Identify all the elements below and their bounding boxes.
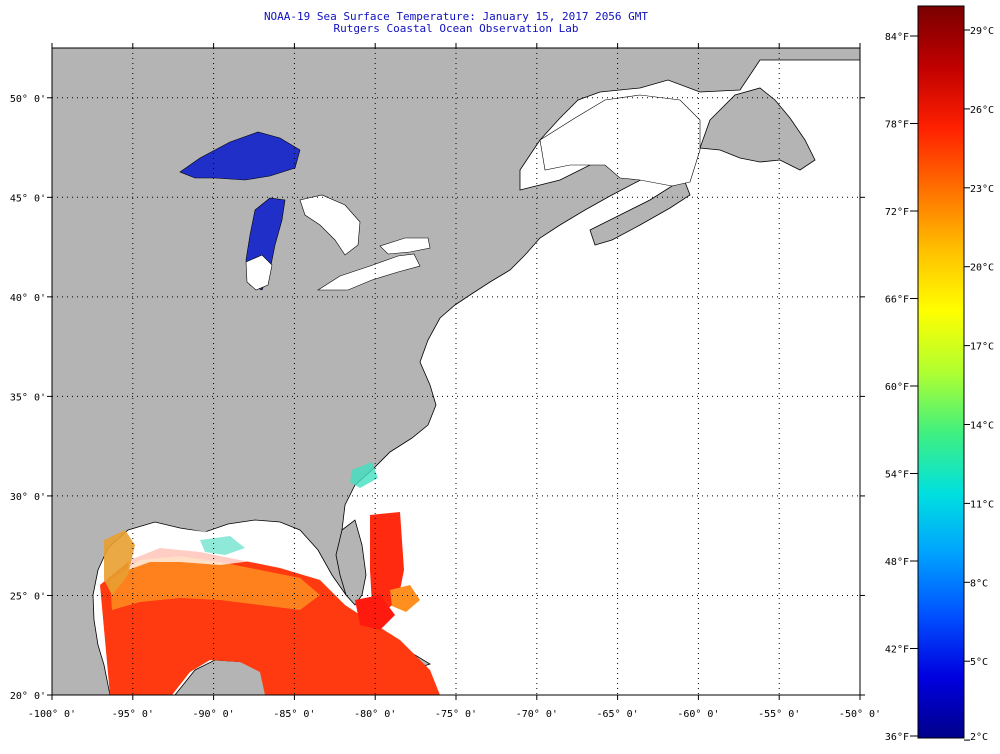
lake-superior	[179, 131, 301, 181]
sst-gulf-north-warm	[110, 556, 320, 610]
lon-tick-label: -85° 0'	[273, 709, 315, 720]
colorbar-f-label: 72°F	[885, 207, 909, 218]
lat-tick-label: 20° 0'	[10, 691, 46, 702]
colorbar-c-label: 14°C	[970, 421, 994, 432]
lon-tick-label: -75° 0'	[435, 709, 477, 720]
sst-carolina-coast	[350, 462, 378, 488]
colorbar-f-label: 60°F	[885, 382, 909, 393]
map-subtitle: Rutgers Coastal Ocean Observation Lab	[333, 22, 579, 35]
lake-huron	[299, 194, 361, 256]
lon-tick-label: -55° 0'	[758, 709, 800, 720]
colorbar-f-label: 78°F	[885, 120, 909, 131]
lon-tick-label: -100° 0'	[28, 709, 76, 720]
lat-tick-label: 30° 0'	[10, 492, 46, 503]
lon-tick-label: -60° 0'	[677, 709, 719, 720]
colorbar-fahrenheit-labels: 84°F 78°F 72°F 66°F 60°F 54°F 48°F 42°F 36°F	[885, 32, 918, 743]
lon-tick-label: -95° 0'	[112, 709, 154, 720]
lon-tick-label: -65° 0'	[597, 709, 639, 720]
lake-erie-ontario	[316, 253, 421, 291]
map-panel	[52, 48, 860, 695]
colorbar-c-label: 23°C	[970, 184, 994, 195]
lon-tick-label: -80° 0'	[354, 709, 396, 720]
colorbar-c-label: 5°C	[970, 657, 988, 668]
gulf-st-lawrence	[539, 94, 701, 187]
colorbar-f-label: 54°F	[885, 470, 909, 481]
lat-tick-label: 50° 0'	[10, 94, 46, 105]
lat-tick-label: 40° 0'	[10, 293, 46, 304]
colorbar-f-label: 48°F	[885, 557, 909, 568]
colorbar-c-label: 26°C	[970, 105, 994, 116]
lon-tick-label: -70° 0'	[516, 709, 558, 720]
latitude-axis: 20° 0' 25° 0' 30° 0' 35° 0' 40° 0' 45° 0' 50° …	[10, 94, 865, 702]
lat-tick-label: 35° 0'	[10, 392, 46, 403]
colorbar-f-label: 84°F	[885, 32, 909, 43]
land-mass	[52, 48, 860, 695]
colorbar-celsius-labels: 29°C 26°C 23°C 20°C 17°C 14°C 11°C 8°C 5°C 2°C	[964, 26, 994, 743]
colorbar-f-label: 36°F	[885, 732, 909, 743]
colorbar-c-label: 2°C	[970, 732, 988, 743]
colorbar	[917, 5, 965, 739]
sst-bahamas	[390, 585, 420, 612]
lon-tick-label: -90° 0'	[193, 709, 235, 720]
sst-west-coast	[104, 530, 135, 595]
lon-tick-label: -50° 0'	[839, 709, 881, 720]
colorbar-c-label: 11°C	[970, 499, 994, 510]
land-newfoundland	[699, 87, 816, 171]
lat-tick-label: 25° 0'	[10, 591, 46, 602]
longitude-axis: -100° 0' -95° 0' -90° 0' -85° 0' -80° 0' -75°…	[28, 43, 881, 720]
lake-michigan-south	[245, 254, 273, 291]
sst-gulf-cyan	[200, 536, 245, 555]
colorbar-c-label: 20°C	[970, 263, 994, 274]
colorbar-c-label: 17°C	[970, 342, 994, 353]
map-title: NOAA-19 Sea Surface Temperature: January…	[263, 10, 649, 23]
colorbar-c-label: 29°C	[970, 26, 994, 37]
colorbar-f-label: 42°F	[885, 645, 909, 656]
sst-gulf-stream	[370, 512, 404, 612]
colorbar-f-label: 66°F	[885, 295, 909, 306]
sst-florida-strait	[355, 595, 395, 630]
lat-tick-label: 45° 0'	[10, 193, 46, 204]
lake-ontario	[379, 237, 431, 255]
colorbar-c-label: 8°C	[970, 578, 988, 589]
land-nova-scotia	[589, 181, 691, 246]
